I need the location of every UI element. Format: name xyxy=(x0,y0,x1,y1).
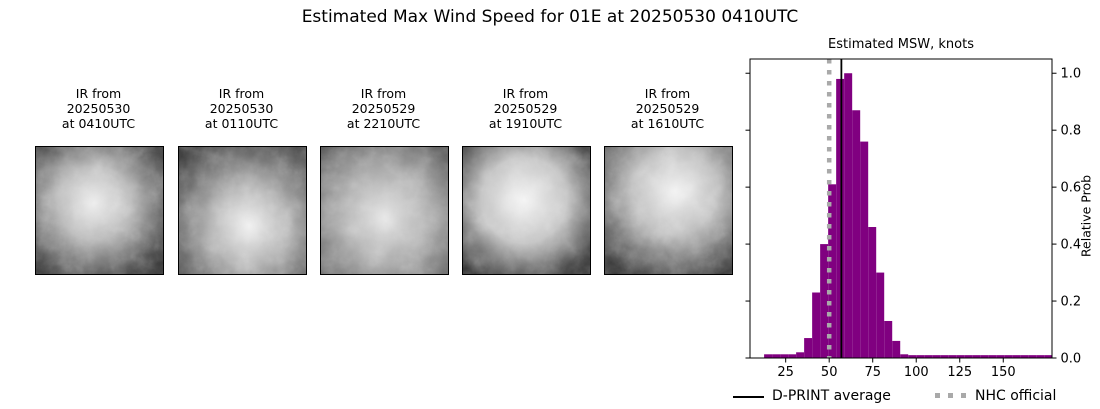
satellite-ir-texture xyxy=(321,147,448,274)
histogram-title: Estimated MSW, knots xyxy=(828,37,974,52)
ir-label-2: IR from 20250530 at 0110UTC xyxy=(157,86,326,131)
ir-label-5: IR from 20250529 at 1610UTC xyxy=(583,86,752,131)
svg-text:125: 125 xyxy=(947,365,972,380)
ir-image-2 xyxy=(178,146,307,275)
svg-text:0.6: 0.6 xyxy=(1061,181,1082,196)
satellite-ir-texture xyxy=(605,147,732,274)
svg-text:0.0: 0.0 xyxy=(1061,352,1082,367)
legend-nhc-label: NHC official xyxy=(975,388,1057,404)
msw-histogram: 25 50 75 100 125 150 0.0 0.2 0.4 0.6 0.8 1.0 xyxy=(745,58,1082,380)
ir-label-line: IR from xyxy=(360,86,407,101)
ir-image-3 xyxy=(320,146,449,275)
satellite-ir-texture xyxy=(463,147,590,274)
ir-label-line: at 1610UTC xyxy=(630,116,705,131)
legend-nhc-swatch xyxy=(935,393,969,398)
svg-text:100: 100 xyxy=(904,365,929,380)
ir-label-line: at 0110UTC xyxy=(204,116,279,131)
ir-label-line: 20250529 xyxy=(351,101,416,116)
figure-title: Estimated Max Wind Speed for 01E at 2025… xyxy=(301,7,799,27)
ir-label-line: 20250529 xyxy=(493,101,558,116)
satellite-ir-texture xyxy=(36,147,163,274)
svg-text:50: 50 xyxy=(821,365,838,380)
svg-text:1.0: 1.0 xyxy=(1061,67,1082,82)
ir-label-line: 20250530 xyxy=(209,101,274,116)
ir-image-4 xyxy=(462,146,591,275)
ir-label-line: IR from xyxy=(218,86,265,101)
ir-label-line: at 2210UTC xyxy=(346,116,421,131)
ir-label-line: IR from xyxy=(644,86,691,101)
ir-label-3: IR from 20250529 at 2210UTC xyxy=(299,86,468,131)
ir-label-line: 20250529 xyxy=(635,101,700,116)
y-axis-label: Relative Prob xyxy=(1078,174,1094,258)
svg-text:0.2: 0.2 xyxy=(1061,295,1082,310)
ir-label-line: 20250530 xyxy=(66,101,131,116)
ir-label-1: IR from 20250530 at 0410UTC xyxy=(14,86,183,131)
ir-label-4: IR from 20250529 at 1910UTC xyxy=(441,86,610,131)
ir-label-line: IR from xyxy=(75,86,122,101)
svg-text:150: 150 xyxy=(991,365,1016,380)
ir-image-5 xyxy=(604,146,733,275)
ir-label-line: IR from xyxy=(502,86,549,101)
ir-label-line: at 1910UTC xyxy=(488,116,563,131)
svg-text:25: 25 xyxy=(777,365,794,380)
satellite-ir-texture xyxy=(179,147,306,274)
svg-text:0.8: 0.8 xyxy=(1061,124,1082,139)
svg-text:75: 75 xyxy=(864,365,881,380)
legend-dprint-label: D-PRINT average xyxy=(772,388,891,404)
svg-text:0.4: 0.4 xyxy=(1061,238,1082,253)
legend-dprint-swatch xyxy=(733,396,764,398)
ir-label-line: at 0410UTC xyxy=(61,116,136,131)
ir-image-1 xyxy=(35,146,164,275)
